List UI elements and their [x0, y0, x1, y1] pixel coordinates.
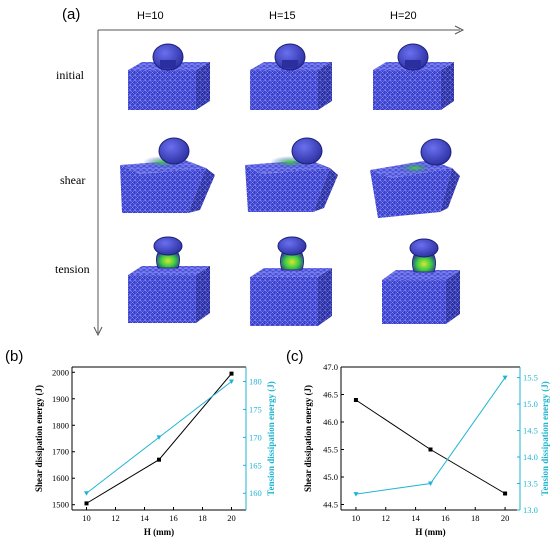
y-right-tick-label: 13.5	[523, 479, 538, 489]
x-tick-label: 16	[169, 513, 178, 523]
model-shear-h10	[120, 137, 215, 213]
x-tick-label: 18	[471, 513, 480, 523]
series-line-1	[355, 377, 506, 495]
column-header-h20: H=20	[390, 10, 417, 22]
data-point	[502, 375, 508, 381]
y-tick-label: 1500	[52, 500, 69, 510]
y-right-tick-label: 14.0	[523, 452, 538, 462]
y-axis-title: Shear dissipation energy (J)	[303, 385, 313, 492]
x-axis-title: H (mm)	[415, 527, 445, 537]
y-tick-label: 1900	[52, 394, 69, 404]
data-point	[84, 491, 89, 496]
y-tick-label: 2000	[52, 367, 69, 377]
row-label-initial: initial	[56, 68, 84, 82]
data-point	[503, 491, 508, 496]
y-tick-label: 1600	[52, 473, 69, 483]
chart-b: 10 12 14 16 18 20 1500 1600 1700 1800 1900 2000 160 1…	[34, 366, 276, 537]
row-label-shear: shear	[60, 173, 86, 187]
row-label-tension: tension	[55, 262, 90, 276]
y-right-tick-label: 160	[249, 488, 262, 498]
series-line-0	[355, 399, 506, 494]
data-point	[229, 379, 234, 385]
x-tick-label: 12	[382, 513, 391, 523]
data-point	[353, 398, 358, 402]
panel-b-label: (b)	[5, 348, 24, 365]
x-tick-label: 20	[227, 513, 236, 523]
x-tick-label: 14	[140, 513, 149, 523]
y-tick-label: 45.5	[323, 445, 338, 455]
x-tick-label: 10	[82, 513, 91, 523]
horizontal-arrow-head	[454, 25, 465, 35]
data-point	[353, 492, 359, 497]
model-initial-h15	[250, 43, 332, 110]
panel-a-label: (a)	[62, 6, 81, 23]
chart-c: 10 12 14 16 18 20 44.5 45.0 45.5 46.0 46.5 47.0 13.0…	[303, 362, 550, 537]
y-axis-right-title: Tension dissipation energy (J)	[266, 381, 276, 495]
data-point	[229, 371, 234, 376]
y-right-tick-label: 180	[249, 377, 262, 387]
y-tick-label: 44.5	[323, 500, 338, 510]
y-axis-right-title: Tension dissipation energy (J)	[540, 381, 550, 495]
y-axis-title: Shear dissipation energy (J)	[34, 385, 44, 492]
model-tension-h15	[250, 236, 332, 326]
x-tick-label: 20	[501, 513, 510, 523]
x-tick-label: 14	[411, 513, 420, 523]
y-right-tick-label: 15.5	[523, 373, 538, 383]
x-tick-label: 10	[352, 513, 361, 523]
x-tick-label: 12	[111, 513, 120, 523]
panel-a-diagram	[93, 25, 465, 337]
vertical-arrow-head	[93, 326, 103, 337]
model-shear-h15	[245, 137, 338, 212]
column-header-h10: H=10	[137, 10, 164, 22]
y-right-tick-label: 14.5	[523, 426, 538, 436]
y-right-tick-label: 15.0	[523, 399, 538, 409]
y-right-tick-label: 175	[249, 404, 262, 414]
model-tension-h20	[382, 238, 460, 324]
model-initial-h10	[128, 43, 210, 110]
y-tick-label: 1800	[52, 420, 69, 430]
data-point	[428, 481, 433, 487]
model-shear-h20	[370, 138, 460, 218]
data-point	[157, 457, 161, 462]
y-right-tick-label: 13.0	[523, 505, 538, 515]
y-tick-label: 46.0	[323, 417, 338, 427]
column-header-h15: H=15	[269, 10, 296, 22]
x-tick-label: 18	[198, 513, 207, 523]
y-right-tick-label: 165	[249, 460, 262, 470]
data-point	[84, 501, 89, 506]
panel-c-label: (c)	[286, 348, 304, 365]
y-tick-label: 46.5	[323, 390, 338, 400]
model-tension-h10	[128, 236, 210, 323]
y-tick-label: 1700	[52, 447, 69, 457]
data-point	[428, 447, 433, 452]
data-point	[156, 435, 162, 440]
y-tick-label: 47.0	[323, 362, 338, 372]
y-tick-label: 45.0	[323, 472, 338, 482]
y-right-tick-label: 170	[249, 432, 262, 442]
model-initial-h20	[373, 43, 454, 110]
x-tick-label: 16	[441, 513, 450, 523]
x-axis-title: H (mm)	[144, 527, 174, 537]
